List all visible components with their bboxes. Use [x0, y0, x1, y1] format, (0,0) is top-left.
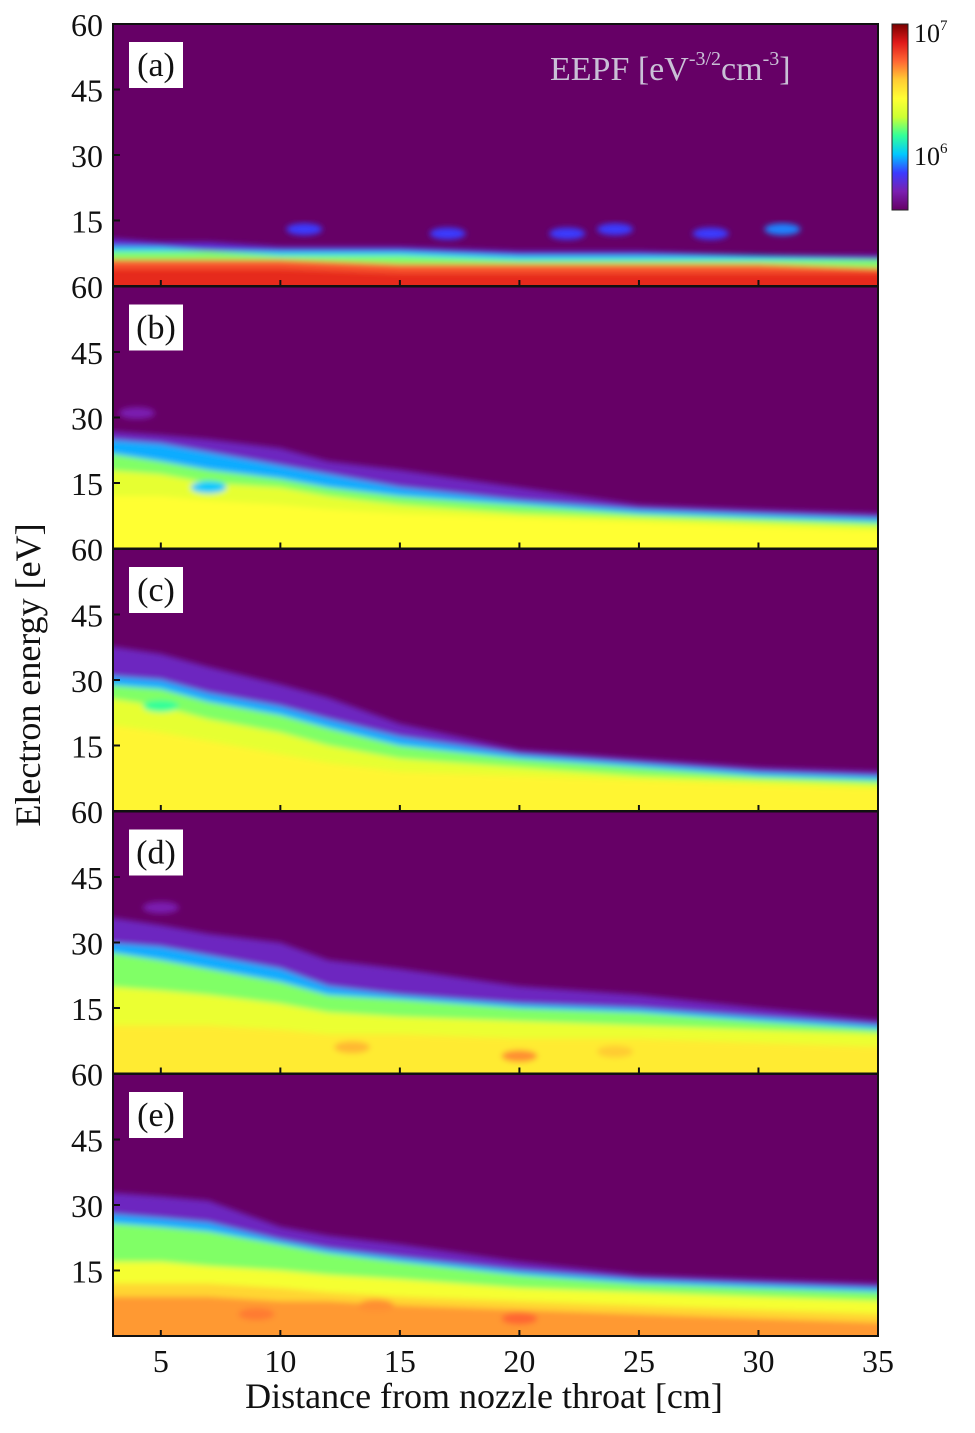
heatmap-field	[113, 407, 878, 549]
panel-background	[113, 24, 878, 286]
eepf-blob-1	[286, 223, 323, 236]
x-tick-label: 20	[503, 1343, 535, 1379]
x-tick-label: 10	[264, 1343, 296, 1379]
y-tick-label-boundary: 60	[71, 794, 103, 830]
eepf-blob-3	[549, 227, 586, 240]
eepf-blob-4	[597, 223, 634, 236]
x-tick-label: 30	[742, 1343, 774, 1379]
panel-label-text: (e)	[137, 1097, 175, 1134]
y-tick-label: 15	[71, 1254, 103, 1290]
heatmap-bands	[113, 901, 878, 1074]
x-tick-label: 15	[384, 1343, 416, 1379]
y-tick-label: 15	[71, 466, 103, 502]
x-axis-label: Distance from nozzle throat [cm]	[245, 1376, 723, 1416]
heatmap-bands	[113, 646, 878, 811]
heatmap-bands	[113, 1192, 878, 1336]
x-tick-label: 5	[153, 1343, 169, 1379]
panel-label-text: (b)	[136, 310, 176, 347]
eepf-blob-2	[501, 1050, 538, 1063]
y-tick-label: 30	[71, 926, 103, 962]
y-tick-label: 45	[71, 1123, 103, 1159]
eepf-blob-2	[501, 1312, 538, 1325]
panel-label: (e)	[129, 1092, 183, 1138]
y-tick-label: 45	[71, 598, 103, 634]
heatmap-field	[113, 223, 878, 286]
eepf-blob-5	[692, 227, 729, 240]
heatmap-field	[113, 901, 878, 1074]
panels-group: (a) 60 45 30 15 60 (b) 45 30 15 60 (c) 45 30 15 60 (d) 45…	[71, 7, 894, 1379]
eepf-blob-6	[764, 223, 801, 236]
heatmap-bands	[113, 223, 878, 286]
x-tick-label: 35	[862, 1343, 894, 1379]
panel-label: (d)	[129, 829, 183, 876]
colorbar-tick-mid: 106	[914, 141, 948, 171]
panel-label-text: (a)	[137, 47, 175, 84]
eepf-blob-1	[238, 1308, 275, 1321]
eepf-band-5	[113, 496, 878, 549]
eepf-blob-2	[429, 227, 466, 240]
panel-d: (d) 45 30 15 60	[71, 810, 879, 1093]
eepf-blob-1	[118, 407, 155, 420]
y-tick-label: 45	[71, 860, 103, 896]
eepf-blob-1	[142, 700, 179, 713]
panel-label: (c)	[129, 567, 183, 613]
y-tick-label-boundary: 60	[71, 532, 103, 568]
y-tick-label-boundary: 60	[71, 1057, 103, 1093]
heatmap-field	[113, 646, 878, 811]
y-tick-label: 15	[71, 204, 103, 240]
eepf-blob-4	[142, 901, 179, 914]
y-tick-label: 15	[71, 991, 103, 1027]
eepf-band-6	[113, 1296, 878, 1336]
panel-e: (e) 45 30 15 5 10 15 20 25 30 35	[71, 1073, 894, 1379]
eepf-band-5	[113, 725, 878, 811]
panel-b: (b) 45 30 15 60	[71, 285, 879, 568]
panel-label: (a)	[129, 42, 183, 88]
heatmap-bands	[113, 407, 878, 549]
panel-label: (b)	[129, 304, 183, 351]
colorbar-tick-high: 107	[914, 18, 948, 48]
x-tick-label: 25	[623, 1343, 655, 1379]
y-tick-label: 30	[71, 663, 103, 699]
y-tick-label: 60	[71, 7, 103, 43]
eepf-band-5	[113, 1025, 878, 1074]
y-tick-label-boundary: 60	[71, 269, 103, 305]
panel-c: (c) 45 30 15 60	[71, 548, 879, 830]
y-axis-label: Electron energy [eV]	[8, 523, 48, 826]
y-tick-label: 30	[71, 401, 103, 437]
y-tick-label: 30	[71, 1188, 103, 1224]
colorbar-ramp	[891, 23, 909, 211]
eepf-band-5	[113, 268, 878, 286]
panel-label-text: (c)	[137, 572, 175, 609]
panel-a: (a) 60 45 30 15 60	[71, 7, 879, 305]
colorbar-title: EEPF [eV-3/2cm-3]	[550, 48, 791, 88]
heatmap-field	[113, 1192, 878, 1336]
eepf-blob-3	[597, 1045, 634, 1058]
y-tick-label: 45	[71, 73, 103, 109]
y-tick-label: 15	[71, 729, 103, 765]
eepf-blob-3	[357, 1299, 394, 1312]
y-tick-label: 45	[71, 335, 103, 371]
eepf-blob-2	[190, 481, 227, 494]
y-tick-label: 30	[71, 138, 103, 174]
colorbar: 107 106	[891, 18, 948, 211]
eepf-blob-1	[334, 1041, 371, 1054]
panel-label-text: (d)	[136, 835, 176, 872]
